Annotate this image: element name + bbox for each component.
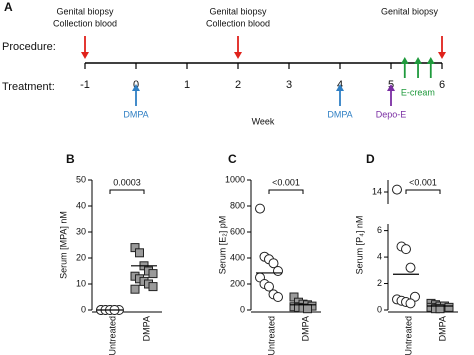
treatment-label: DMPA [123, 109, 148, 119]
arrow [81, 36, 89, 59]
row-label: Procedure: [2, 41, 56, 53]
data-point [392, 184, 402, 195]
y-tick-label: 20 [76, 252, 86, 262]
y-tick-label: 1000 [225, 174, 245, 184]
y-tick-label: 600 [230, 226, 245, 236]
panel-label: A [4, 0, 13, 14]
y-tick-label: 0 [240, 304, 245, 314]
data-point [303, 304, 312, 314]
y-tick-label: 0 [377, 304, 382, 314]
procedure-label: Collection blood [206, 18, 270, 28]
data-point [148, 282, 158, 292]
y-tick-label: 200 [230, 278, 245, 288]
data-point [273, 266, 283, 276]
x-tick-label: 2 [235, 79, 241, 91]
procedure-label: Genital biopsy [381, 6, 439, 16]
y-tick-label: 14 [372, 186, 382, 196]
data-point [405, 262, 416, 273]
y-tick-label: 10 [76, 278, 86, 288]
y-tick-label: 40 [76, 200, 86, 210]
data-point [401, 244, 411, 255]
x-tick-label: -1 [80, 79, 90, 91]
data-point [435, 304, 445, 314]
significance-bracket [405, 189, 441, 194]
arrow [414, 57, 423, 78]
treatment-label: E-cream [401, 87, 435, 97]
data-point [405, 298, 416, 309]
y-tick-label: 2 [377, 278, 382, 288]
procedure-label: Genital biopsy [209, 6, 267, 16]
x-axis-label: Week [252, 116, 275, 126]
y-tick-label: 0 [81, 304, 86, 314]
x-tick-label: DMPA [300, 316, 310, 341]
x-tick-label: 1 [184, 79, 190, 91]
arrow [438, 36, 446, 59]
data-point [273, 292, 283, 302]
data-point [130, 284, 140, 294]
arrow [400, 57, 409, 78]
x-tick-label: 3 [286, 79, 292, 91]
x-tick-label: DMPA [141, 316, 151, 341]
data-point [135, 248, 144, 258]
x-tick-label: 6 [439, 79, 445, 91]
x-tick-label: Untreated [403, 316, 413, 355]
row-label: Treatment: [2, 81, 55, 93]
significance-bracket [109, 189, 145, 194]
y-tick-label: 400 [230, 252, 245, 262]
panel-label: D [366, 152, 375, 166]
x-tick-label: Untreated [107, 316, 117, 355]
y-axis-label: Serum [P₄] nM [354, 216, 364, 275]
significance-bracket [268, 189, 304, 194]
arrow [234, 36, 242, 59]
y-axis-label: Serum [MPA] nM [58, 211, 68, 279]
y-tick-label: 6 [377, 225, 382, 235]
arrow [426, 57, 435, 78]
y-tick-label: 30 [76, 226, 86, 236]
data-point [264, 281, 274, 292]
y-axis-label: Serum [E₂] pM [217, 216, 227, 275]
p-value: 0.0003 [113, 177, 141, 187]
arrow [132, 84, 140, 106]
p-value: <0.001 [409, 177, 437, 187]
panel-label: B [66, 152, 75, 166]
arrow [387, 84, 395, 106]
procedure-label: Collection blood [53, 18, 117, 28]
data-point [255, 203, 265, 214]
x-tick-label: Untreated [266, 316, 276, 355]
arrow [336, 84, 344, 106]
p-value: <0.001 [272, 177, 300, 187]
x-tick-label: DMPA [437, 316, 447, 341]
y-tick-label: 50 [76, 174, 86, 184]
treatment-label: Depo-E [376, 109, 407, 119]
data-point [148, 269, 158, 279]
data-point [268, 258, 279, 269]
y-tick-label: 4 [377, 251, 382, 261]
panel-label: C [228, 152, 237, 166]
treatment-label: DMPA [327, 109, 352, 119]
y-tick-label: 800 [230, 200, 245, 210]
data-point [444, 302, 454, 312]
procedure-label: Genital biopsy [56, 6, 114, 16]
